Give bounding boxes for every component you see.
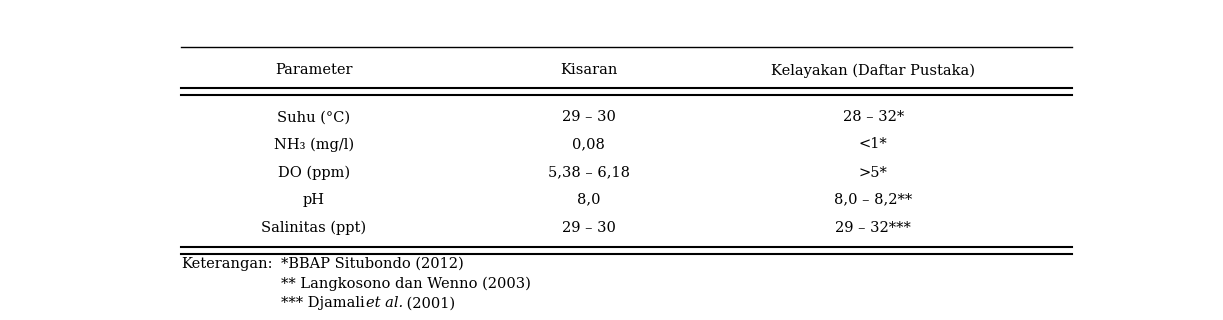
Text: (2001): (2001) (402, 296, 455, 310)
Text: pH: pH (303, 193, 325, 207)
Text: 8,0: 8,0 (577, 193, 600, 207)
Text: et al.: et al. (366, 296, 404, 310)
Text: Kelayakan (Daftar Pustaka): Kelayakan (Daftar Pustaka) (772, 63, 975, 78)
Text: Suhu (°C): Suhu (°C) (278, 110, 351, 124)
Text: 0,08: 0,08 (572, 137, 605, 151)
Text: ** Langkosono dan Wenno (2003): ** Langkosono dan Wenno (2003) (281, 276, 531, 291)
Text: 8,0 – 8,2**: 8,0 – 8,2** (834, 193, 912, 207)
Text: NH₃ (mg/l): NH₃ (mg/l) (274, 137, 355, 152)
Text: *BBAP Situbondo (2012): *BBAP Situbondo (2012) (281, 257, 464, 271)
Text: *** Djamali: *** Djamali (281, 296, 369, 310)
Text: >5*: >5* (859, 166, 888, 180)
Text: Kisaran: Kisaran (560, 63, 618, 77)
Text: Parameter: Parameter (275, 63, 352, 77)
Text: 29 – 32***: 29 – 32*** (835, 221, 911, 235)
Text: 5,38 – 6,18: 5,38 – 6,18 (548, 166, 630, 180)
Text: Keterangan:: Keterangan: (181, 257, 273, 271)
Text: DO (ppm): DO (ppm) (278, 165, 350, 180)
Text: 29 – 30: 29 – 30 (561, 110, 616, 124)
Text: 28 – 32*: 28 – 32* (843, 110, 904, 124)
Text: 29 – 30: 29 – 30 (561, 221, 616, 235)
Text: <1*: <1* (859, 137, 888, 151)
Text: Salinitas (ppt): Salinitas (ppt) (262, 221, 367, 235)
